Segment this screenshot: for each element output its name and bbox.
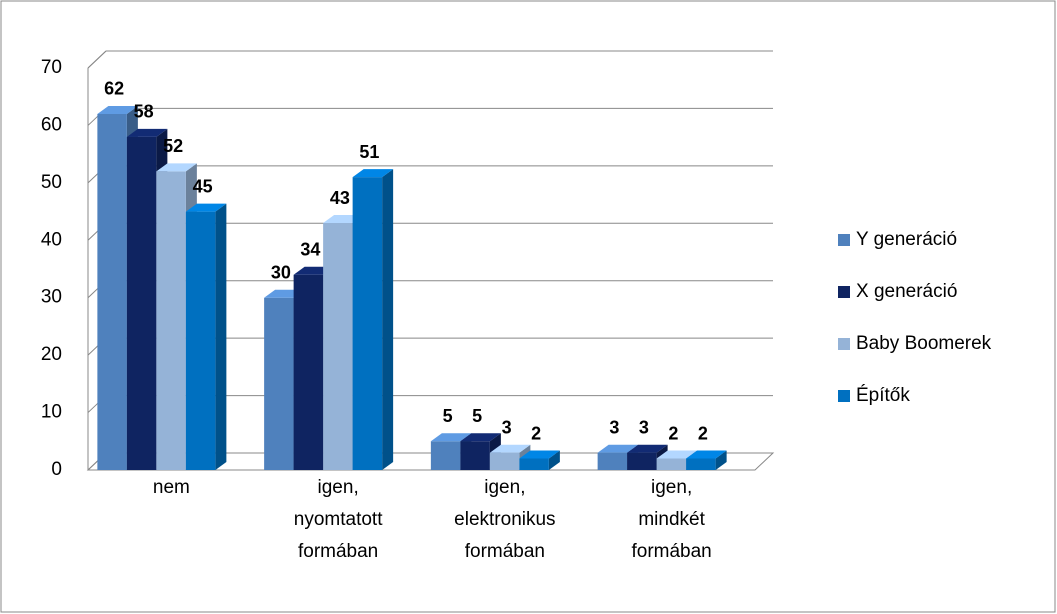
bar-top [185, 203, 227, 212]
bar-top [430, 433, 472, 442]
bar-front [97, 113, 127, 470]
legend-swatch [838, 338, 850, 350]
y-tick-label: 60 [41, 114, 62, 135]
bar-front [489, 452, 520, 470]
bar-front [597, 452, 628, 470]
data-label: 2 [668, 423, 678, 443]
bar-top [352, 169, 394, 178]
bar-front [430, 441, 461, 470]
bar-top [686, 450, 727, 459]
data-label: 34 [300, 239, 320, 259]
bar-front [323, 223, 353, 470]
grid-line-side [87, 50, 107, 69]
bar-top [627, 444, 668, 453]
y-tick-label: 0 [51, 459, 62, 480]
legend-swatch [838, 234, 850, 246]
bar-top [97, 105, 138, 114]
y-tick-label: 50 [41, 172, 62, 193]
x-tick-label: igen, nyomtatott formában [294, 477, 383, 562]
bar-front [293, 274, 324, 470]
bar-top [489, 444, 531, 453]
bar [352, 169, 394, 470]
y-tick-label: 20 [41, 344, 62, 365]
legend-label: X generáció [856, 281, 957, 302]
data-label: 30 [271, 262, 291, 282]
data-label: 3 [609, 418, 619, 438]
bar [489, 444, 531, 470]
bar-top [460, 433, 501, 442]
data-label: 5 [443, 406, 453, 426]
y-tick-label: 40 [41, 229, 62, 250]
data-label: 45 [193, 176, 213, 196]
y-tick-label: 10 [41, 402, 62, 423]
bar-front [686, 458, 716, 470]
bar-top [597, 444, 639, 453]
data-label: 43 [330, 188, 350, 208]
legend-swatch [838, 390, 850, 402]
bar-top [156, 163, 197, 172]
data-label: 51 [359, 142, 379, 162]
bar-front [519, 458, 549, 470]
bar-top [519, 450, 560, 459]
bar-front [656, 458, 687, 470]
bar [519, 450, 560, 470]
bar [686, 450, 727, 470]
bar-side [715, 450, 727, 470]
bar-front [156, 171, 186, 470]
bar-top [126, 128, 168, 137]
y-tick-label: 30 [41, 287, 62, 308]
bar-front [264, 297, 294, 470]
legend-swatch [838, 286, 850, 298]
x-tick-label: igen, elektronikus formában [454, 477, 555, 562]
bar-front [185, 211, 216, 471]
x-tick-label: igen, mindkét formában [631, 477, 711, 562]
x-tick-label: nem [153, 477, 190, 498]
bar-side [215, 203, 227, 471]
bar-front [126, 136, 157, 470]
data-label: 58 [134, 102, 154, 122]
legend-label: Építők [856, 385, 910, 406]
data-label: 3 [502, 418, 512, 438]
bar-side [548, 450, 560, 470]
data-label: 2 [698, 423, 708, 443]
data-label: 62 [104, 79, 124, 99]
data-label: 52 [163, 136, 183, 156]
bar-side [382, 169, 394, 470]
legend-label: Y generáció [856, 229, 957, 250]
data-label: 3 [639, 418, 649, 438]
y-tick-label: 70 [41, 57, 62, 78]
bar-front [460, 441, 490, 470]
bar-front [352, 177, 383, 470]
data-label: 5 [472, 406, 482, 426]
bar-front [627, 452, 657, 470]
data-label: 2 [531, 423, 541, 443]
legend-label: Baby Boomerek [856, 333, 992, 354]
bar-top [656, 450, 698, 459]
bar [185, 203, 227, 471]
